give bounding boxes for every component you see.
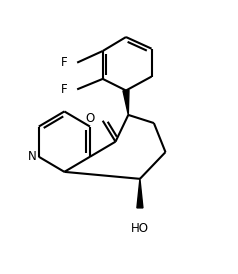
Text: O: O [85, 112, 94, 125]
Text: HO: HO [131, 222, 149, 235]
Text: N: N [27, 150, 36, 163]
Polygon shape [123, 90, 129, 115]
Text: F: F [61, 83, 68, 96]
Polygon shape [137, 179, 143, 208]
Text: F: F [61, 56, 68, 69]
